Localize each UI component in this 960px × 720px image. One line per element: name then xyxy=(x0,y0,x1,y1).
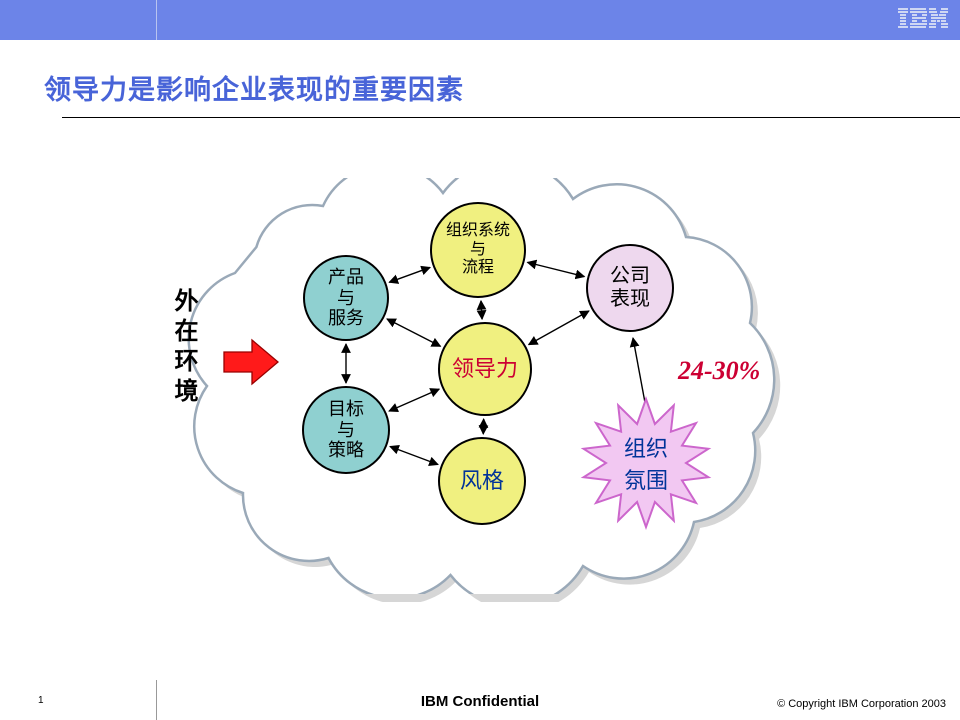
page-number: 1 xyxy=(38,695,44,706)
slide-title: 领导力是影响企业表现的重要因素 xyxy=(44,68,960,107)
percent-label: 24-30% xyxy=(678,356,760,386)
node-goals: 目标 与 策略 xyxy=(302,386,390,474)
ibm-logo-icon xyxy=(898,8,948,30)
footer-center: IBM Confidential xyxy=(421,693,539,710)
node-orgsys: 组织系统 与 流程 xyxy=(430,202,526,298)
top-banner xyxy=(0,0,960,40)
title-underline xyxy=(62,117,960,118)
top-divider xyxy=(156,0,157,40)
diagram: 外在环境 产品 与 服务目标 与 策略组织系统 与 流程领导力风格公司 表现 组… xyxy=(178,178,788,598)
footer-divider xyxy=(156,680,157,720)
starburst-node: 组织 氛围 xyxy=(576,393,716,538)
outside-environment-label: 外在环境 xyxy=(166,288,201,408)
footer: 1 IBM Confidential © Copyright IBM Corpo… xyxy=(0,680,960,720)
title-row: 领导力是影响企业表现的重要因素 xyxy=(0,40,960,128)
red-arrow-icon xyxy=(220,338,282,391)
footer-copyright: © Copyright IBM Corporation 2003 xyxy=(777,698,946,710)
node-style: 风格 xyxy=(438,437,526,525)
node-perf: 公司 表现 xyxy=(586,244,674,332)
starburst-label: 组织 氛围 xyxy=(576,393,716,533)
node-products: 产品 与 服务 xyxy=(303,255,389,341)
node-leadership: 领导力 xyxy=(438,322,532,416)
